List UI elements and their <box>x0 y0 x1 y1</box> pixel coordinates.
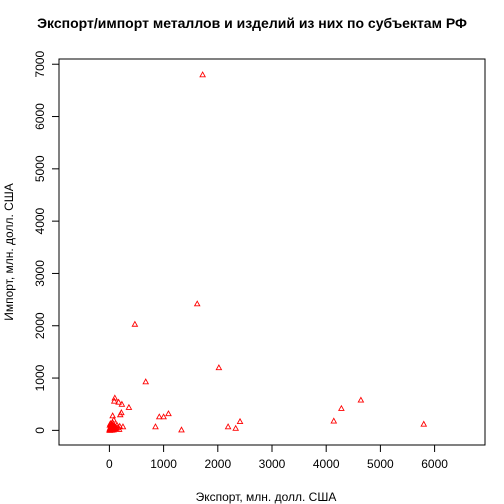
data-point <box>155 413 163 420</box>
data-point <box>357 396 365 403</box>
x-axis: 0 1000 2000 3000 4000 5000 6000 <box>106 444 448 471</box>
data-point <box>125 403 133 410</box>
y-axis: 0 1000 2000 3000 4000 5000 6000 7000 <box>33 51 60 434</box>
y-tick-label: 0 <box>33 427 47 434</box>
data-point <box>115 398 122 405</box>
data-point <box>160 413 167 420</box>
x-tick-label: 4000 <box>313 457 340 471</box>
y-tick-label: 5000 <box>33 155 47 182</box>
y-tick-label: 6000 <box>33 103 47 130</box>
x-axis-label: Экспорт, млн. долл. США <box>196 490 337 504</box>
data-point <box>113 424 120 431</box>
data-point <box>118 400 126 407</box>
data-point <box>119 423 127 430</box>
x-tick-label: 0 <box>106 457 113 471</box>
data-point <box>232 424 240 431</box>
data-point <box>193 300 201 307</box>
data-points <box>106 71 428 433</box>
data-point <box>236 417 244 424</box>
data-point <box>131 320 139 327</box>
data-point <box>178 426 185 433</box>
data-point <box>165 410 172 417</box>
data-point <box>109 412 117 419</box>
y-tick-label: 4000 <box>33 207 47 234</box>
data-point <box>115 425 123 432</box>
data-point <box>112 425 119 432</box>
data-point <box>152 423 159 430</box>
x-tick-label: 6000 <box>421 457 448 471</box>
y-axis-label: Импорт, млн. долл. США <box>2 183 16 321</box>
x-tick-label: 5000 <box>367 457 394 471</box>
y-tick-label: 3000 <box>33 260 47 287</box>
x-tick-label: 2000 <box>204 457 231 471</box>
data-point <box>420 420 428 427</box>
data-point <box>199 71 206 78</box>
y-tick-label: 2000 <box>33 312 47 339</box>
data-point <box>142 378 150 385</box>
data-point <box>338 404 345 411</box>
data-point <box>224 423 232 430</box>
data-point <box>330 417 338 424</box>
plot-frame <box>58 58 486 446</box>
chart-title: Экспорт/импорт металлов и изделий из них… <box>37 15 467 31</box>
data-point <box>215 364 223 371</box>
y-tick-label: 1000 <box>33 364 47 391</box>
x-tick-label: 1000 <box>150 457 177 471</box>
y-tick-label: 7000 <box>33 51 47 78</box>
data-point <box>116 411 124 418</box>
x-tick-label: 3000 <box>259 457 286 471</box>
data-point <box>110 397 118 404</box>
